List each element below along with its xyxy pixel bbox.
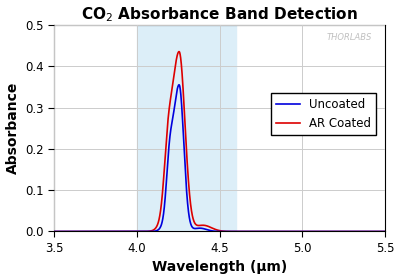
AR Coated bbox=[383, 230, 388, 233]
X-axis label: Wavelength (μm): Wavelength (μm) bbox=[152, 260, 287, 274]
AR Coated bbox=[90, 230, 94, 233]
Y-axis label: Absorbance: Absorbance bbox=[6, 82, 20, 174]
Line: Uncoated: Uncoated bbox=[54, 85, 385, 232]
Title: CO$_2$ Absorbance Band Detection: CO$_2$ Absorbance Band Detection bbox=[81, 6, 358, 24]
AR Coated bbox=[52, 230, 56, 233]
Uncoated bbox=[177, 83, 182, 87]
AR Coated bbox=[109, 230, 114, 233]
Legend: Uncoated, AR Coated: Uncoated, AR Coated bbox=[272, 93, 376, 134]
Uncoated bbox=[179, 97, 184, 101]
Uncoated bbox=[109, 230, 114, 233]
AR Coated bbox=[193, 223, 198, 226]
AR Coated bbox=[341, 230, 346, 233]
Uncoated bbox=[52, 230, 56, 233]
Bar bbox=[137, 25, 236, 232]
AR Coated bbox=[376, 230, 381, 233]
Text: THORLABS: THORLABS bbox=[326, 33, 372, 42]
Uncoated bbox=[341, 230, 346, 233]
Line: AR Coated: AR Coated bbox=[54, 52, 385, 232]
Uncoated bbox=[376, 230, 381, 233]
Uncoated bbox=[90, 230, 94, 233]
AR Coated bbox=[176, 50, 181, 53]
AR Coated bbox=[179, 61, 184, 65]
Uncoated bbox=[193, 227, 198, 230]
Uncoated bbox=[383, 230, 388, 233]
